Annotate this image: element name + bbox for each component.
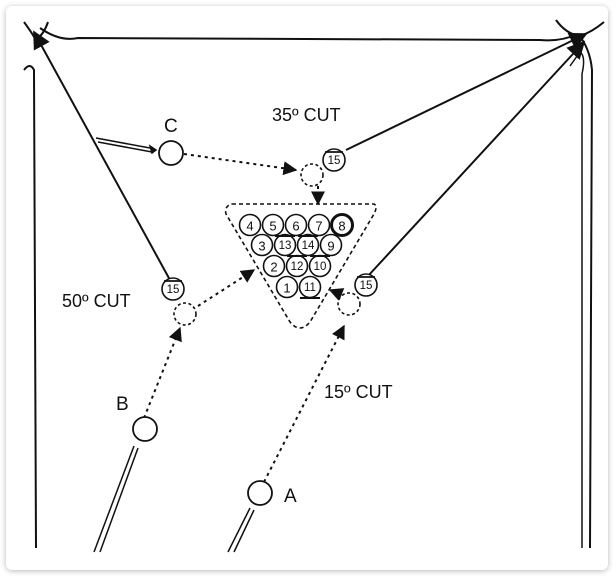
cue-ball-a xyxy=(247,480,273,506)
ghost-ball-top xyxy=(300,163,324,187)
left-rail xyxy=(23,65,37,549)
right-rail xyxy=(577,33,594,549)
cue-stick-b xyxy=(93,445,139,553)
rack-ball-number: 12 xyxy=(291,261,304,273)
object-ball-right xyxy=(354,273,378,297)
top-rail xyxy=(39,27,579,42)
object-ball-number-top: 15 xyxy=(328,155,341,167)
path-top-to-pocket xyxy=(345,32,588,151)
cue-ball-label-b: B xyxy=(116,394,129,415)
rack-row-4 xyxy=(275,275,322,299)
rack-row-2 xyxy=(250,233,343,257)
rack-ball-number: 9 xyxy=(327,239,334,254)
object-ball-number-right: 15 xyxy=(360,280,373,292)
cut-label-right: 15º CUT xyxy=(324,382,393,402)
rack-ball-number: 14 xyxy=(302,240,315,252)
path-ghost-left-to-rack xyxy=(197,269,256,307)
cue-balls xyxy=(132,140,273,506)
rack-row-3 xyxy=(262,254,332,278)
ghost-ball-left xyxy=(173,302,197,326)
cut-label-top: 35º CUT xyxy=(272,105,341,125)
object-balls xyxy=(161,148,378,301)
path-ghost-right-to-rack xyxy=(328,288,345,302)
rack-ball-number: 6 xyxy=(292,219,299,234)
rack-ball-number: 2 xyxy=(270,260,277,275)
rack-row-1 xyxy=(238,213,354,237)
rack-balls xyxy=(238,213,354,299)
cue-ball-label-c: C xyxy=(164,116,178,137)
rack-ball-numbers: 4 5 6 7 8 3 13 14 9 2 12 10 1 11 xyxy=(246,219,345,296)
rack-ball-number: 3 xyxy=(258,239,265,254)
object-ball-left xyxy=(161,277,185,301)
cue-ball-label-a: A xyxy=(284,486,297,507)
path-a-to-ghost xyxy=(263,324,345,483)
rack-ball-number: 8 xyxy=(338,219,345,234)
cue-stick-c xyxy=(95,137,158,155)
rack-ball-number: 5 xyxy=(269,219,276,234)
stripe-bands xyxy=(275,235,330,299)
rack-triangle xyxy=(224,203,377,329)
rack-ball-number: 11 xyxy=(304,282,316,294)
object-ball-stripes xyxy=(164,151,375,282)
object-ball-paths xyxy=(33,30,588,281)
object-ball-number-left: 15 xyxy=(167,284,180,296)
path-right-to-pocket xyxy=(367,40,586,277)
rack-ball-number: 7 xyxy=(315,219,322,234)
ghost-balls xyxy=(173,163,361,326)
rack-ball-number: 13 xyxy=(279,240,292,252)
cue-ball-c xyxy=(158,140,184,166)
path-c-to-ghost xyxy=(183,153,298,176)
ghost-ball-right xyxy=(337,292,361,316)
cue-ball-b xyxy=(132,416,158,442)
cut-label-left: 50º CUT xyxy=(62,291,131,311)
path-b-to-ghost xyxy=(143,326,182,419)
cue-ball-paths xyxy=(143,153,345,483)
path-left-to-pocket xyxy=(33,30,171,281)
diagram-frame: 4 5 6 7 8 3 13 14 9 2 12 10 1 11 15 15 1… xyxy=(6,6,608,570)
object-ball-top xyxy=(322,148,346,172)
rack-ball-number: 4 xyxy=(246,219,253,234)
rack-ball-number: 10 xyxy=(314,261,327,273)
right-rail-inner xyxy=(569,50,585,548)
rack-ball-number: 1 xyxy=(283,281,290,296)
cue-stick-a xyxy=(227,507,255,553)
pool-diagram: 4 5 6 7 8 3 13 14 9 2 12 10 1 11 15 15 1… xyxy=(23,19,605,553)
top-right-pocket xyxy=(555,19,605,38)
